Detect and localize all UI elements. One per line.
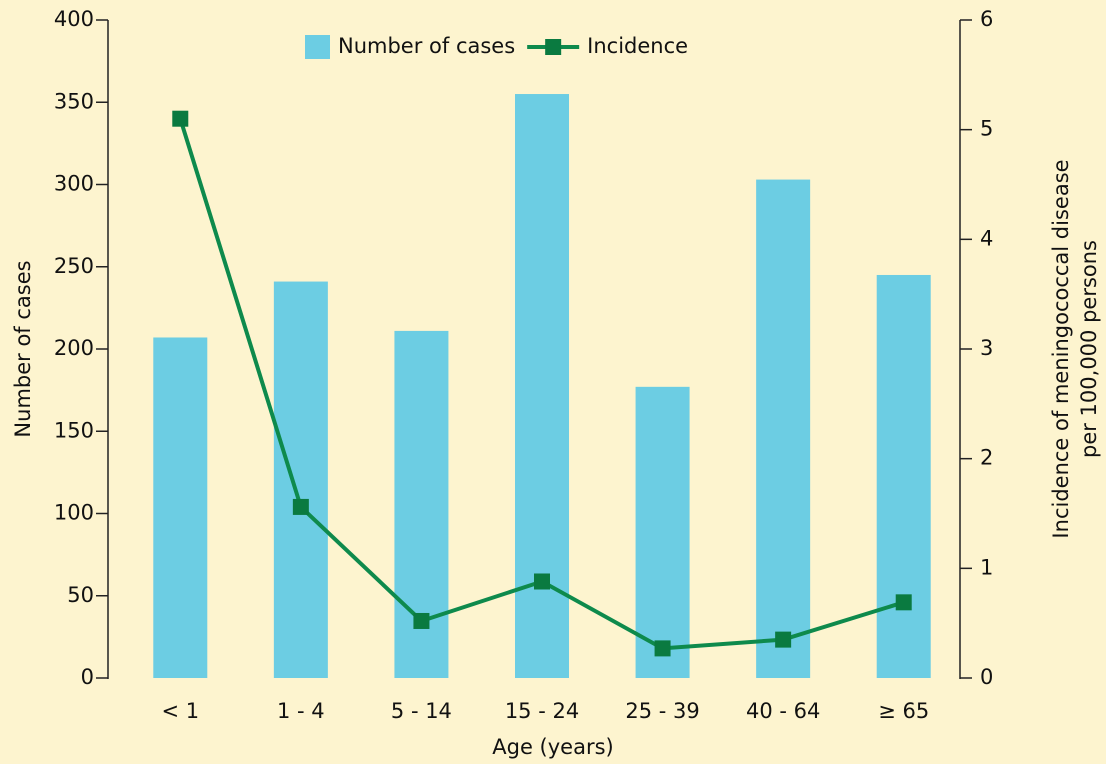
bar — [153, 337, 208, 678]
marker — [172, 110, 189, 127]
marker — [895, 594, 912, 611]
x-axis-label: Age (years) — [492, 735, 613, 759]
x-tick-label: 5 - 14 — [391, 699, 452, 723]
y-tick-label: 300 — [54, 172, 94, 196]
y2-tick-label: 2 — [980, 446, 993, 470]
legend-swatch — [545, 39, 562, 55]
y-tick-label: 200 — [54, 336, 94, 360]
x-tick-label: 25 - 39 — [625, 699, 699, 723]
marker — [413, 612, 430, 629]
y-tick-label: 0 — [81, 665, 94, 689]
y2-tick-label: 1 — [980, 555, 993, 579]
y-tick-label: 100 — [54, 501, 94, 525]
marker — [654, 640, 671, 657]
x-tick-label: ≥ 65 — [878, 699, 929, 723]
y2-tick-label: 4 — [980, 226, 993, 250]
legend-label: Incidence — [587, 34, 688, 58]
bar — [273, 281, 328, 678]
y-axis-label: Number of cases — [11, 260, 35, 437]
x-tick-label: 1 - 4 — [277, 699, 325, 723]
y2-tick-label: 0 — [980, 665, 993, 689]
marker — [775, 631, 792, 648]
y-tick-label: 250 — [54, 254, 94, 278]
y2-tick-label: 6 — [980, 7, 993, 31]
y-tick-label: 150 — [54, 418, 94, 442]
bar — [756, 179, 811, 678]
x-tick-label: 15 - 24 — [505, 699, 579, 723]
x-tick-label: < 1 — [161, 699, 199, 723]
x-tick-label: 40 - 64 — [746, 699, 820, 723]
marker — [534, 573, 550, 590]
y2-tick-label: 3 — [980, 336, 993, 360]
y2-axis-label: per 100,000 persons — [1077, 240, 1101, 458]
y-tick-label: 50 — [67, 583, 94, 607]
legend-label: Number of cases — [338, 34, 515, 58]
y-tick-label: 400 — [54, 7, 94, 31]
y2-tick-label: 5 — [980, 117, 993, 141]
legend-swatch — [305, 35, 330, 59]
bar — [876, 274, 931, 678]
y2-axis-label: Incidence of meningococcal disease — [1049, 159, 1073, 538]
marker — [292, 498, 309, 515]
y-tick-label: 350 — [54, 89, 94, 113]
bar — [635, 386, 690, 678]
